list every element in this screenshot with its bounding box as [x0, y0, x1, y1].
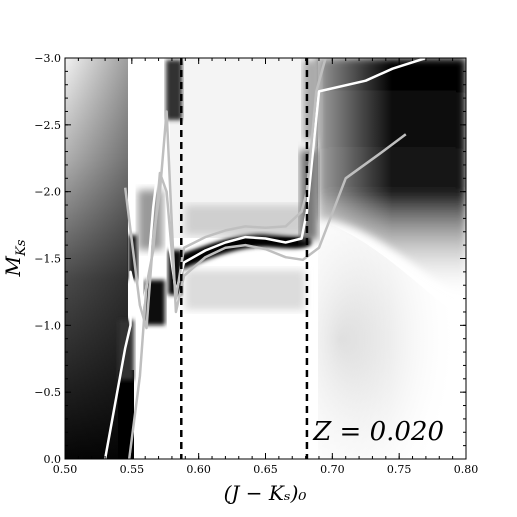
- x-tick-label: 0.70: [320, 463, 345, 476]
- x-tick-label: 0.75: [387, 463, 412, 476]
- dashed-boundary-lines: [180, 58, 309, 459]
- y-tick-label: −1.5: [34, 253, 61, 266]
- x-tick-label: 0.80: [454, 463, 479, 476]
- y-tick-label: −2.5: [34, 119, 61, 132]
- y-tick-label: 0.0: [44, 453, 62, 466]
- x-tick-label: 0.55: [120, 463, 145, 476]
- y-tick-label: −2.0: [34, 186, 61, 199]
- density-heatmap: [65, 58, 466, 459]
- series-line-2: [123, 110, 407, 330]
- y-tick-label: −3.0: [34, 52, 61, 65]
- x-tick-label: 0.50: [53, 463, 78, 476]
- y-axis-label: MKs: [1, 239, 29, 277]
- axis-ticks: 0.50 0.55 0.60 0.65 0.70 0.75 0.80 0.0 −0.5 −1.0 −…: [34, 52, 478, 476]
- isochrone-lines: [103, 58, 427, 459]
- x-tick-label: 0.65: [253, 463, 278, 476]
- metallicity-annotation: Z = 0.020: [312, 417, 444, 447]
- series-line-1: [103, 58, 427, 459]
- series-line-3: [127, 58, 327, 459]
- y-tick-label: −1.0: [34, 319, 61, 332]
- x-axis-label: (J − Kₛ)₀: [224, 481, 307, 505]
- x-tick-label: 0.60: [186, 463, 211, 476]
- y-tick-label: −0.5: [34, 386, 61, 399]
